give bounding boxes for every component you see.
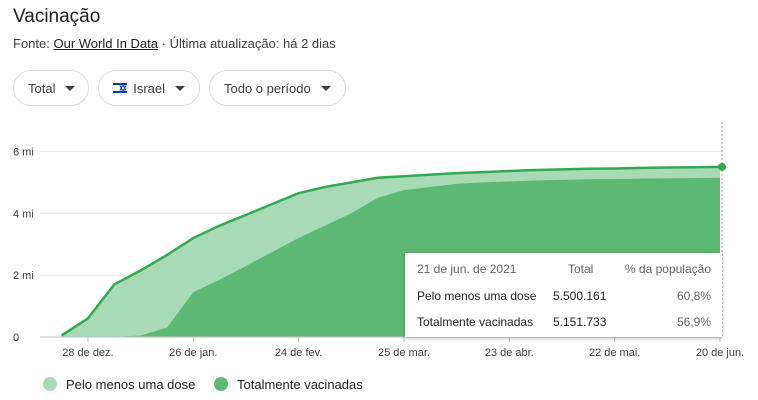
filter-label: Todo o período — [224, 80, 311, 96]
tooltip-row-label: Totalmente vacinadas — [417, 315, 534, 329]
y-tick-label: 4 mi — [13, 208, 34, 220]
filter-button[interactable]: Israel — [98, 70, 200, 106]
filter-label: Total — [28, 80, 56, 96]
filter-button[interactable]: Total — [13, 70, 89, 106]
area-line — [60, 165, 721, 337]
x-tick-label: 22 de mai. — [589, 347, 640, 359]
y-tick-label: 0 — [13, 332, 19, 344]
title: Vacinação — [13, 6, 101, 27]
source-prefix: Fonte: — [13, 36, 50, 51]
filter-label: Israel — [133, 80, 165, 96]
x-tick-label: 24 de fev. — [275, 347, 323, 359]
x-tick-label: 23 de abr. — [485, 347, 534, 359]
tooltip-header: Total — [568, 262, 594, 276]
tooltip-header: % da população — [624, 262, 711, 276]
legend-marker — [43, 377, 57, 391]
flag-icon — [113, 81, 128, 95]
tooltip-row-label: Pelo menos uma dose — [417, 289, 537, 303]
tooltip: 21 de jun. de 2021 Total % da população … — [405, 253, 722, 337]
legend-marker — [214, 377, 228, 391]
legend-label: Pelo menos uma dose — [66, 377, 195, 392]
source: Fonte: Our World In Data · Última atuali… — [13, 36, 336, 51]
filter-button[interactable]: Todo o período — [209, 70, 346, 106]
source-link[interactable]: Our World In Data — [53, 36, 159, 51]
y-tick-label: 2 mi — [13, 270, 34, 282]
x-tick-label: 28 de dez. — [62, 347, 113, 359]
tooltip-value: 5.500.161 — [553, 289, 607, 303]
tooltip-date: 21 de jun. de 2021 — [417, 262, 517, 276]
y-tick-label: 6 mi — [13, 146, 34, 158]
x-tick-label: 25 de mar. — [378, 347, 430, 359]
hover-point — [718, 162, 726, 171]
x-tick-label: 20 de jun. — [696, 347, 744, 359]
source-suffix: · Última atualização: há 2 dias — [161, 36, 336, 51]
x-tick-label: 26 de jan. — [169, 347, 217, 359]
legend-label: Totalmente vacinadas — [237, 377, 363, 392]
tooltip-percent: 60,8% — [676, 289, 711, 303]
tooltip-percent: 56,9% — [676, 315, 711, 329]
tooltip-value: 5.151.733 — [553, 315, 607, 329]
